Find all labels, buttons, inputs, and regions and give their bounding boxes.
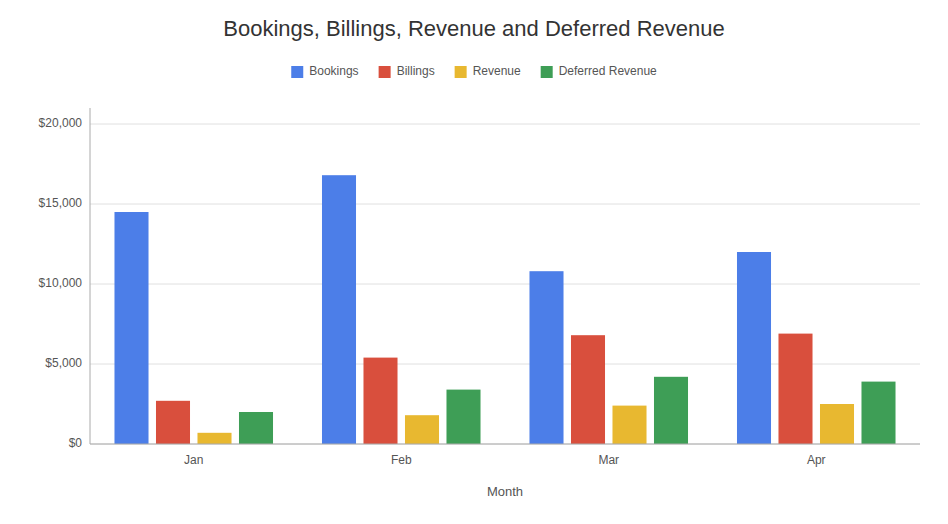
legend-swatch: [541, 66, 553, 78]
bar-series: [197, 404, 854, 444]
grid-line: [90, 204, 920, 205]
legend-swatch: [379, 66, 391, 78]
legend-item: Bookings: [291, 64, 358, 78]
legend-item: Revenue: [455, 64, 521, 78]
grid: [90, 124, 920, 444]
legend-label: Billings: [397, 64, 435, 78]
bar: [405, 415, 439, 444]
bar: [612, 406, 646, 444]
bars: [114, 175, 895, 444]
bar: [571, 335, 605, 444]
bar: [529, 271, 563, 444]
bar: [820, 404, 854, 444]
grid-line: [90, 124, 920, 125]
y-axis-line: [90, 108, 91, 444]
bar-series: [156, 334, 813, 444]
legend-item: Billings: [379, 64, 435, 78]
bar: [778, 334, 812, 444]
legend-label: Revenue: [473, 64, 521, 78]
y-tick-label: $20,000: [39, 116, 83, 130]
bar-series: [114, 175, 771, 444]
bar: [446, 390, 480, 444]
legend-label: Bookings: [309, 64, 358, 78]
y-tick-label: $5,000: [45, 356, 82, 370]
x-axis-line: [90, 444, 920, 445]
legend-swatch: [455, 66, 467, 78]
legend-label: Deferred Revenue: [559, 64, 657, 78]
y-tick-label: $10,000: [39, 276, 83, 290]
x-tick-label: Jan: [184, 453, 203, 467]
x-axis-ticks: Jan Feb Mar Apr: [184, 453, 826, 467]
chart-title: Bookings, Billings, Revenue and Deferred…: [223, 16, 724, 41]
bar: [156, 401, 190, 444]
bar: [114, 212, 148, 444]
x-tick-label: Feb: [391, 453, 412, 467]
bar: [654, 377, 688, 444]
bar: [239, 412, 273, 444]
x-tick-label: Mar: [598, 453, 619, 467]
bar: [322, 175, 356, 444]
grid-line: [90, 444, 920, 445]
x-axis-label: Month: [487, 484, 523, 499]
x-tick-label: Apr: [807, 453, 826, 467]
bar-series: [239, 377, 896, 444]
legend-item: Deferred Revenue: [541, 64, 657, 78]
bar: [197, 433, 231, 444]
legend-swatch: [291, 66, 303, 78]
y-tick-label: $0: [69, 436, 83, 450]
page: {"chart_data": {"type": "bar", "title": …: [0, 0, 948, 524]
grid-line: [90, 284, 920, 285]
y-tick-label: $15,000: [39, 196, 83, 210]
chart-container: Bookings, Billings, Revenue and Deferred…: [0, 0, 948, 524]
legend: Bookings Billings Revenue Deferred Revenue: [291, 64, 657, 78]
bar: [861, 382, 895, 444]
chart-svg: Bookings, Billings, Revenue and Deferred…: [0, 0, 948, 524]
bar: [363, 358, 397, 444]
bar: [737, 252, 771, 444]
y-axis-ticks: $0 $5,000 $10,000 $15,000 $20,000: [39, 116, 83, 450]
